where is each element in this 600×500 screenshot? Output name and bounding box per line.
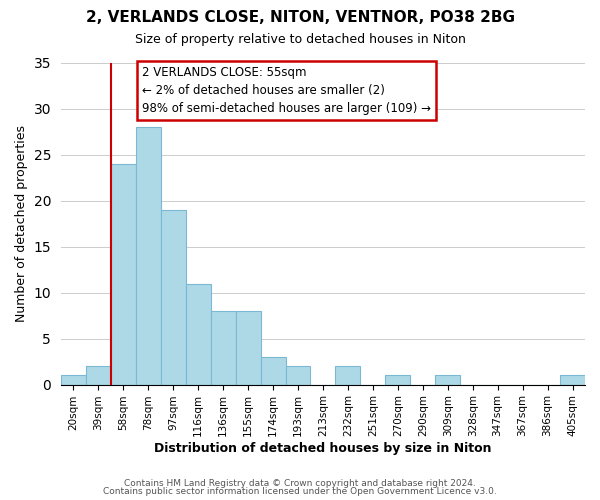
Text: Contains public sector information licensed under the Open Government Licence v3: Contains public sector information licen… [103,487,497,496]
X-axis label: Distribution of detached houses by size in Niton: Distribution of detached houses by size … [154,442,492,455]
Bar [560,376,585,384]
Bar [111,164,136,384]
Text: 2, VERLANDS CLOSE, NITON, VENTNOR, PO38 2BG: 2, VERLANDS CLOSE, NITON, VENTNOR, PO38 … [86,10,515,25]
Bar [286,366,310,384]
Bar [335,366,361,384]
Bar [236,311,260,384]
Bar [86,366,111,384]
Bar [136,128,161,384]
Bar [185,284,211,384]
Bar [61,376,86,384]
Bar [211,311,236,384]
Text: 2 VERLANDS CLOSE: 55sqm
← 2% of detached houses are smaller (2)
98% of semi-deta: 2 VERLANDS CLOSE: 55sqm ← 2% of detached… [142,66,431,115]
Y-axis label: Number of detached properties: Number of detached properties [15,126,28,322]
Bar [385,376,410,384]
Text: Contains HM Land Registry data © Crown copyright and database right 2024.: Contains HM Land Registry data © Crown c… [124,478,476,488]
Bar [161,210,185,384]
Text: Size of property relative to detached houses in Niton: Size of property relative to detached ho… [134,32,466,46]
Bar [435,376,460,384]
Bar [260,357,286,384]
